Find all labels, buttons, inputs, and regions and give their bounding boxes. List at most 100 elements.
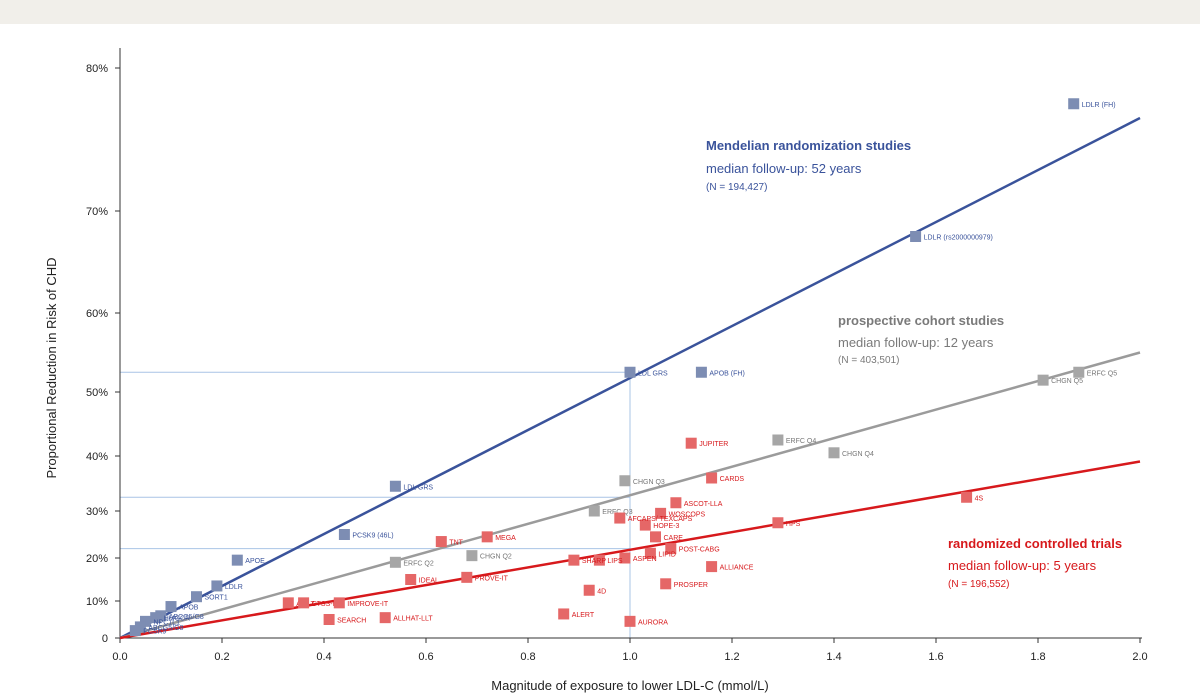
mendelian-point bbox=[129, 625, 141, 637]
mendelian-point bbox=[150, 612, 162, 624]
x-tick-label: 0.8 bbox=[520, 651, 535, 663]
x-tick-label: 1.2 bbox=[724, 651, 739, 663]
mendelian-point bbox=[695, 366, 707, 378]
rct-point-label: ALLIANCE bbox=[720, 565, 754, 572]
annotation-rct-n: (N = 196,552) bbox=[948, 579, 1009, 590]
rct-point-label: POST-CABG bbox=[679, 547, 720, 554]
y-tick-label: 40% bbox=[86, 451, 108, 463]
rct-point bbox=[961, 491, 973, 503]
rct-point bbox=[644, 547, 656, 559]
mendelian-point-label: LDLR (rs2000000979) bbox=[924, 235, 993, 242]
rct-point-label: SEARCH bbox=[337, 618, 366, 625]
rct-point bbox=[665, 543, 677, 555]
cohort-point bbox=[389, 556, 401, 568]
rct-point bbox=[405, 574, 417, 585]
rct-point-label: IDEAL bbox=[419, 578, 439, 585]
x-tick-label: 1.0 bbox=[622, 651, 637, 663]
mendelian-point-label: PCSK9 bbox=[143, 629, 166, 636]
cohort-point bbox=[828, 447, 840, 459]
cohort-point-label: CHGN Q2 bbox=[480, 554, 512, 561]
mendelian-point bbox=[910, 231, 922, 242]
annotation-mendelian: Mendelian randomization studies median f… bbox=[706, 138, 911, 193]
x-tick-label: 0.6 bbox=[418, 651, 433, 663]
annotation-mendelian-n: (N = 194,427) bbox=[706, 182, 767, 193]
mendelian-point-label: LDLR bbox=[225, 584, 243, 591]
rct-point bbox=[655, 507, 667, 519]
mendelian-point-label: PCSK9 (46L) bbox=[352, 533, 393, 540]
rct-point bbox=[619, 552, 631, 564]
cohort-point bbox=[619, 475, 631, 487]
y-tick-label: 60% bbox=[86, 308, 108, 320]
cohort-point-label: ERFC Q5 bbox=[1087, 370, 1117, 377]
axes bbox=[119, 48, 1142, 639]
mendelian-point-label: APOE bbox=[245, 558, 265, 565]
top-band bbox=[0, 0, 1200, 24]
rct-point-label: HOPE-3 bbox=[653, 523, 679, 530]
mendelian-point bbox=[389, 480, 401, 492]
cohort-point bbox=[1037, 374, 1049, 386]
annotation-rct: randomized controlled trials median foll… bbox=[948, 536, 1122, 590]
rct-point bbox=[568, 554, 580, 566]
rct-point bbox=[624, 615, 636, 627]
mendelian-point bbox=[211, 580, 223, 592]
mendelian-point bbox=[165, 601, 177, 613]
rct-point-label: CARE bbox=[664, 535, 684, 542]
annotation-cohort-title: prospective cohort studies bbox=[838, 313, 1004, 328]
x-tick-label: 0.2 bbox=[214, 651, 229, 663]
y-ticks: 0 10% 20% 30% 40% 50% 60% 70% 80% bbox=[86, 63, 120, 645]
rct-point bbox=[650, 531, 661, 543]
cohort-point bbox=[772, 434, 784, 446]
rct-point-label: 4D bbox=[597, 588, 606, 595]
x-tick-label: 1.6 bbox=[928, 651, 943, 663]
guide-lines bbox=[120, 371, 631, 638]
y-tick-label: 50% bbox=[86, 387, 108, 399]
mendelian-point bbox=[624, 366, 636, 378]
mendelian-point bbox=[231, 554, 243, 566]
rct-point-label: IMPROVE-IT bbox=[347, 601, 389, 608]
fit-lines bbox=[119, 116, 1141, 640]
rct-point-label: LIPS bbox=[607, 558, 623, 565]
cohort-point-label: CHGN Q3 bbox=[633, 479, 665, 486]
y-tick-label: 80% bbox=[86, 63, 108, 75]
annotation-mendelian-title: Mendelian randomization studies bbox=[706, 138, 911, 153]
rct-point bbox=[333, 597, 345, 609]
rct-fit-line bbox=[119, 460, 1141, 640]
rct-point bbox=[593, 554, 605, 566]
rct-point-label: PROVE-IT bbox=[475, 575, 509, 582]
rct-point-label: TNT bbox=[449, 540, 463, 547]
rct-point bbox=[772, 517, 784, 529]
y-tick-label: 10% bbox=[86, 596, 108, 608]
rct-point-label: JUPITER bbox=[699, 441, 728, 448]
x-axis-title: Magnitude of exposure to lower LDL-C (mm… bbox=[491, 678, 768, 693]
y-tick-label: 0 bbox=[102, 633, 108, 645]
mendelian-point-label: ABCG5/G8 bbox=[169, 614, 204, 621]
mendelian-fit-line bbox=[119, 116, 1141, 640]
rct-point bbox=[583, 584, 595, 596]
cohort-point-label: ERFC Q2 bbox=[403, 560, 433, 567]
mendelian-point-label: LDL GRS bbox=[403, 484, 433, 491]
rct-point bbox=[706, 561, 718, 573]
annotation-mendelian-followup: median follow-up: 52 years bbox=[706, 161, 862, 176]
annotation-rct-followup: median follow-up: 5 years bbox=[948, 558, 1097, 573]
mendelian-point-label: LDLR (FH) bbox=[1082, 102, 1116, 109]
data-points: LDLR (FH) LDLR (rs2000000979) LDL GRS APOB … bbox=[129, 98, 1117, 637]
x-tick-label: 0.0 bbox=[112, 651, 127, 663]
rct-point bbox=[435, 536, 447, 548]
cohort-point-label: CHGN Q4 bbox=[842, 451, 874, 458]
mendelian-point-label: NPC1L1 bbox=[154, 619, 181, 626]
rct-point-label: AFCAPS/ TEXCAPS bbox=[628, 516, 693, 523]
rct-point-label: AURORA bbox=[638, 619, 668, 626]
annotation-cohort-n: (N = 403,501) bbox=[838, 355, 899, 366]
rct-point bbox=[660, 578, 672, 590]
mendelian-point bbox=[338, 529, 350, 540]
rct-point bbox=[379, 612, 391, 624]
rct-point-label: 4S bbox=[975, 495, 984, 502]
rct-point bbox=[558, 608, 570, 620]
rct-point bbox=[685, 437, 697, 449]
cohort-fit-line bbox=[119, 351, 1141, 640]
annotation-cohort-followup: median follow-up: 12 years bbox=[838, 335, 994, 350]
rct-point bbox=[614, 512, 626, 524]
rct-point bbox=[481, 531, 493, 543]
cohort-point bbox=[466, 550, 478, 562]
